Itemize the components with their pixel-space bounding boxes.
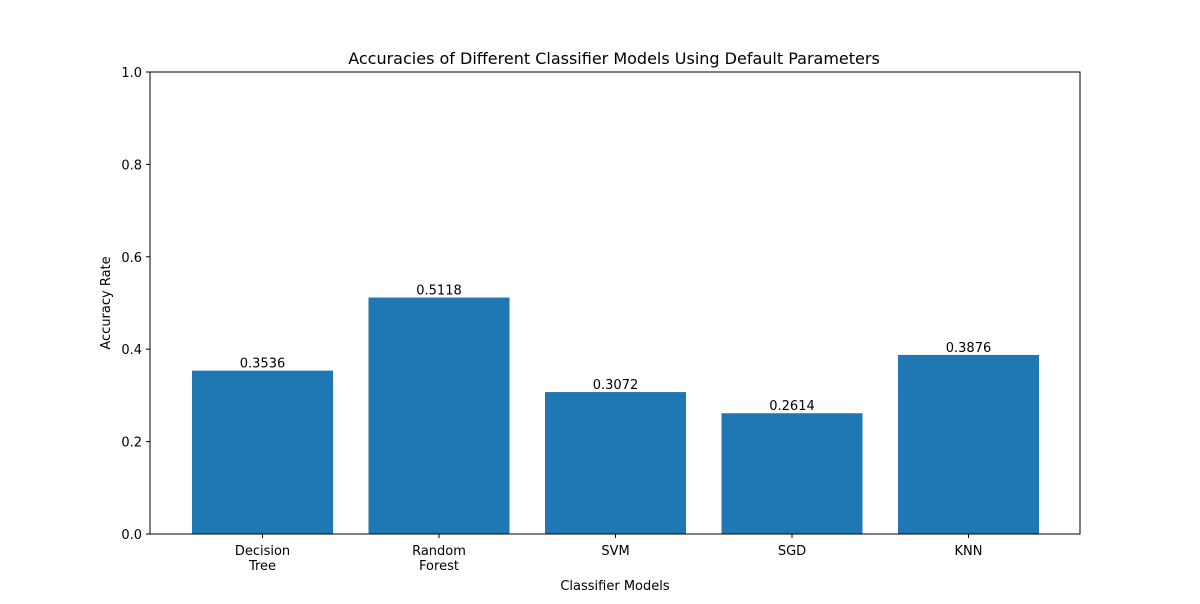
plot-frame — [149, 71, 1081, 535]
data-label-3: 0.2614 — [769, 399, 815, 414]
x-tick-label-3-0: SGD — [778, 544, 806, 559]
y-tick-label-1: 0.2 — [121, 436, 142, 451]
x-tick-label-2-0: SVM — [601, 544, 629, 559]
bar-0 — [192, 370, 333, 534]
y-tick-label-4: 0.8 — [121, 158, 142, 173]
x-tick-label-4-0: KNN — [955, 544, 983, 559]
y-tick-label-3: 0.6 — [121, 251, 142, 266]
bars-layer — [192, 297, 1039, 534]
data-labels-layer: 0.3536 0.5118 0.3072 0.2614 0.3876 — [240, 284, 992, 415]
y-tick-label-2: 0.4 — [121, 343, 142, 358]
data-label-1: 0.5118 — [416, 284, 462, 299]
x-tick-label-0-1: Tree — [248, 559, 276, 574]
data-label-4: 0.3876 — [946, 341, 992, 356]
y-tick-label-5: 1.0 — [121, 66, 142, 81]
bar-2 — [545, 392, 686, 534]
chart-title: Accuracies of Different Classifier Model… — [348, 49, 880, 68]
x-axis-label: Classifier Models — [560, 579, 670, 594]
y-axis-label: Accuracy Rate — [99, 256, 114, 349]
y-axis: 0.0 0.2 0.4 0.6 0.8 1.0 — [121, 66, 150, 543]
bar-1 — [368, 297, 510, 534]
data-label-0: 0.3536 — [240, 357, 286, 372]
y-tick-label-0: 0.0 — [121, 528, 142, 543]
data-label-2: 0.3072 — [593, 378, 639, 393]
x-tick-label-1-1: Forest — [419, 559, 459, 574]
x-tick-label-1-0: Random — [412, 544, 466, 559]
bar-3 — [721, 413, 863, 534]
bar-4 — [898, 354, 1039, 534]
x-tick-label-0-0: Decision — [235, 544, 290, 559]
